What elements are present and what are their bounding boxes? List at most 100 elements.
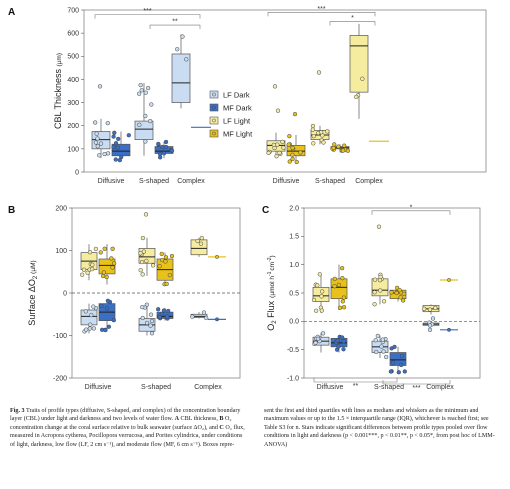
caption-segment: O₂ concentration change at the coral sur… (10, 416, 232, 431)
panel-a-ytick-label: 0 (75, 169, 79, 176)
legend-dot-lf_dark (212, 92, 216, 97)
panel-b-mf-light-point (163, 255, 169, 260)
panel-a-mf-dark-point (119, 154, 124, 160)
panel-c-ytick-label: -0.5 (287, 347, 299, 354)
panel-c-xtick-label: Diffusive (317, 384, 344, 391)
panel-b-lf-light-point (80, 272, 85, 277)
panel-c-lf-light-point (320, 289, 325, 294)
panel-c-mf-light-point (341, 295, 347, 300)
panel-a-mf-dark-point (160, 144, 165, 150)
panel-a-lf-dark-point (105, 120, 110, 126)
panel-c-lf-dark-point (375, 333, 380, 339)
panel-a-lf-dark-point (145, 85, 151, 91)
panel-a-lf-dark-point (137, 122, 142, 127)
panel-a-mf-dark-point (112, 130, 117, 135)
panel-a-lf-light-point (319, 130, 324, 135)
panel-a-mf-light-point (331, 145, 336, 151)
panel-c-mf-dark-point (447, 327, 451, 332)
panel-c-mf-light-point (401, 291, 407, 296)
panel-a-ytick-label: 100 (67, 146, 79, 153)
legend-dot-lf_light (212, 118, 216, 123)
panel-b-lf-light-point (87, 250, 93, 255)
panel-a-mf-light-point (290, 156, 295, 162)
panel-a-ytick-label: 400 (67, 77, 79, 84)
panel-c-ylabel-close: ) (269, 255, 276, 257)
panel-c-mf-dark-point (392, 344, 397, 350)
legend-label-mf_dark: MF Dark (223, 104, 252, 113)
panel-b-mf-dark-point (161, 308, 167, 313)
panel-c-mf-light-point (397, 288, 402, 293)
panel-b-mf-light-point (169, 253, 175, 259)
panel-b-mf-light-box (98, 258, 116, 275)
panel-c-lf-light-outlier (376, 224, 382, 229)
panel-a-mf-light-point (287, 159, 292, 164)
panel-a-lf-light-box (349, 35, 369, 93)
panel-b-mf-dark-point (111, 318, 116, 323)
panel-b-ytick-label: 0 (63, 290, 67, 297)
panel-a-ytick-label: 300 (67, 100, 79, 107)
panel-c-ytick-label: 1.0 (289, 262, 299, 269)
panel-c-sig-top-bracket (371, 210, 451, 215)
panel-c-lf-dark-point (427, 323, 433, 328)
panel-b-lf-dark-point (91, 326, 97, 331)
panel-c-lf-dark-point (374, 349, 379, 355)
panel-c-lf-dark-point (320, 331, 326, 336)
panel-a-dark-sig2-bracket (149, 24, 201, 30)
panel-c-ylabel: O2 Flux (µmol h-1cm-2) (266, 255, 278, 330)
panel-a-lf-dark-point (93, 120, 98, 125)
panel-a-mf-light-point (342, 143, 347, 148)
panel-c-lf-light-point (427, 307, 433, 312)
panel-c-ylabel-sub: 2 (272, 320, 278, 324)
panel-c-ylabel-tail: Flux (266, 300, 276, 320)
panel-c-mf-dark-point (390, 360, 396, 365)
panel-a-lf-dark-point (95, 144, 100, 149)
legend-dot-mf_dark (212, 105, 216, 110)
panel-c-lf-light-point (377, 278, 383, 283)
panel-b-mf-light-point (104, 274, 109, 280)
panel-b-lf-light-point (141, 249, 147, 254)
panel-b-xtick-label: Diffusive (85, 384, 112, 391)
panel-b: -200 -100 0 100 200 Surface ΔO2(µM) Diffusive S… (27, 205, 241, 391)
panel-c-ylabel-sup1: -1 (267, 271, 273, 276)
panel-label: C (262, 205, 269, 216)
panel-a-lf-dark-point (175, 47, 180, 52)
panel-a-xtick-label: S-shaped (315, 178, 345, 185)
panel-a-lf-dark-point (97, 153, 102, 158)
panel-a-lf-light-outlier (316, 70, 322, 75)
panel-b-mf-dark-point (99, 303, 104, 309)
panel-a-lf-dark-point (148, 118, 153, 124)
panel-b-lf-dark-point (140, 305, 145, 310)
panel-b-lf-dark-point (91, 304, 96, 309)
legend-label-lf_light: LF Light (223, 117, 251, 126)
panel-c-ytick-label: 0.5 (289, 290, 299, 297)
panel-a-light-sig1-bracket (267, 12, 376, 17)
panel-a-lf-dark-point (98, 141, 104, 146)
panel-c-xtick-label: Complex (426, 384, 454, 391)
panel-a-mf-dark-point (126, 133, 131, 138)
panel-c-sig-top-star: * (410, 204, 413, 211)
legend-label-lf_dark: LF Dark (223, 91, 250, 100)
panel-b-lf-light-point (144, 258, 149, 264)
panel-c-lf-light-point (372, 290, 377, 295)
panel-b-xtick-label: Complex (194, 384, 222, 391)
panel-c-lf-dark-point (315, 336, 321, 341)
panel-a-mf-dark-point (157, 151, 163, 157)
panel-c-ytick-label: 2.0 (289, 205, 299, 212)
panel-a-lf-dark-point (139, 88, 144, 93)
panel-a-lf-dark-point (184, 57, 189, 62)
panel-b-mf-light-point (109, 256, 114, 261)
panel-a-lf-light-point (266, 150, 271, 156)
caption-segment: B (219, 416, 224, 423)
panel-a-lf-dark-point (94, 131, 99, 136)
panel-b-lf-dark-point (204, 315, 209, 321)
panel-c-mf-dark-point (396, 370, 401, 375)
panel-a-frame (83, 9, 487, 173)
panel-b-ytick-label: 100 (55, 248, 67, 255)
panel-b-lf-dark-point (149, 318, 155, 324)
panel-b-ylabel-sub: 2 (33, 275, 39, 279)
panel-b-mf-light-point (215, 254, 219, 259)
panel-b-lf-light-point (90, 262, 95, 267)
panel-a-lf-dark-box (171, 53, 191, 103)
panel-c-mf-light-point (400, 298, 406, 303)
panel-b-ylabel-unit: (µM) (30, 260, 37, 274)
